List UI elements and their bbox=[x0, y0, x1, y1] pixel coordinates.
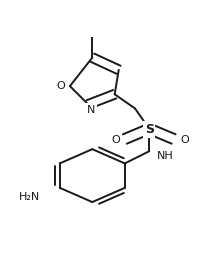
Text: S: S bbox=[145, 123, 153, 136]
Text: N: N bbox=[87, 105, 96, 115]
Text: O: O bbox=[56, 81, 65, 91]
Text: O: O bbox=[111, 135, 120, 145]
Text: N: N bbox=[87, 105, 96, 115]
Text: NH: NH bbox=[156, 151, 173, 161]
Text: O: O bbox=[181, 135, 189, 145]
Text: S: S bbox=[145, 123, 154, 136]
Text: O: O bbox=[56, 81, 65, 91]
Text: H₂N: H₂N bbox=[19, 192, 40, 202]
Text: O: O bbox=[181, 135, 189, 145]
Text: O: O bbox=[111, 135, 120, 145]
